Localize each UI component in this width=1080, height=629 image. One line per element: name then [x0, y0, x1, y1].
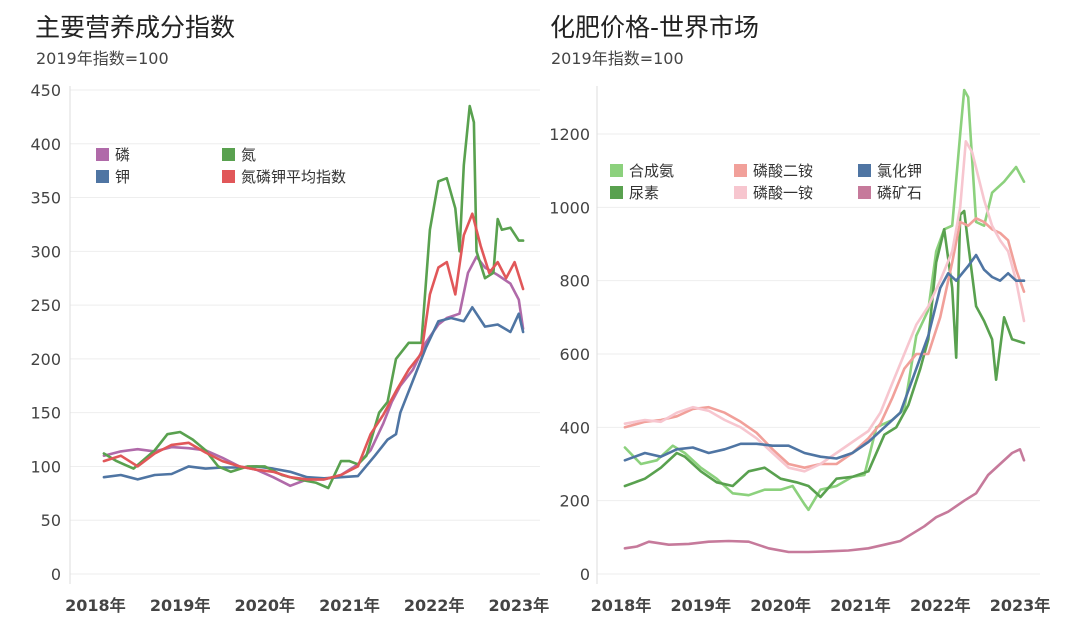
chart2-series-line-0	[623, 88, 1026, 512]
chart1-subtitle: 2019年指数=100	[36, 49, 169, 68]
chart1-nutrient-index: 0 50 100 150 200 250 300 350 400 450 2018年 2019年 202…	[30, 81, 549, 615]
chart1-legend-swatch	[222, 148, 235, 161]
chart1-legend-label: 氮	[241, 146, 256, 164]
chart1-series-line-2	[102, 104, 525, 490]
chart2-y-tick-label: 800	[559, 272, 590, 291]
chart1-x-tick-label: 2018年	[65, 596, 126, 615]
chart1-y-tick-label: 150	[30, 404, 61, 423]
chart2-legend-swatch	[734, 186, 747, 199]
chart2-x-tick-label: 2021年	[830, 596, 891, 615]
chart2-x-tick-label: 2018年	[591, 596, 652, 615]
chart2-legend-label: 尿素	[629, 184, 659, 202]
chart2-y-tick-label: 200	[559, 492, 590, 511]
chart1-x-tick-label: 2021年	[319, 596, 380, 615]
chart1-y-tick-label: 450	[30, 81, 61, 100]
chart2-series-line-2	[623, 217, 1026, 470]
chart2-legend-label: 磷酸一铵	[753, 184, 813, 202]
chart1-y-tick-label: 50	[41, 511, 61, 530]
chart1-y-tick-label: 250	[30, 296, 61, 315]
chart1-legend-swatch	[222, 170, 235, 183]
chart2-legend-label: 磷酸二铵	[753, 162, 813, 180]
chart2-legend-label: 合成氨	[629, 162, 674, 180]
chart2-fertilizer-prices: 0 200 400 600 800 1000 1200 2018年 2019年 2020年 2021…	[549, 86, 1050, 615]
chart1-y-tick-label: 300	[30, 242, 61, 261]
chart2-title: 化肥价格-世界市场	[550, 13, 760, 42]
chart1-title: 主要营养成分指数	[35, 13, 236, 42]
chart1-y-tick-label: 100	[30, 457, 61, 476]
chart2-legend-swatch	[610, 186, 623, 199]
chart2-series-line-4	[623, 253, 1026, 462]
chart2-legend-swatch	[858, 186, 871, 199]
chart1-x-tick-label: 2022年	[404, 596, 465, 615]
chart1-y-tick-label: 350	[30, 189, 61, 208]
chart2-series-line-3	[623, 140, 1026, 473]
chart2-legend-swatch	[734, 164, 747, 177]
chart2-x-tick-label: 2023年	[990, 596, 1051, 615]
chart2-legend-swatch	[610, 164, 623, 177]
chart2-legend-swatch	[858, 164, 871, 177]
chart2-x-tick-label: 2022年	[910, 596, 971, 615]
chart2-x-tick-label: 2019年	[670, 596, 731, 615]
chart1-legend-swatch	[96, 148, 109, 161]
chart1-legend-label: 氮磷钾平均指数	[241, 168, 346, 186]
chart2-series-line-5	[623, 447, 1026, 554]
chart2-y-tick-label: 600	[559, 345, 590, 364]
chart2-x-tick-label: 2020年	[750, 596, 811, 615]
chart1-y-tick-label: 400	[30, 135, 61, 154]
chart2-series-line-1	[623, 209, 1026, 499]
chart1-series-line-0	[102, 255, 525, 488]
chart2-legend-label: 氯化钾	[877, 162, 922, 180]
chart2-y-tick-label: 1000	[549, 198, 590, 217]
chart1-x-tick-label: 2023年	[489, 596, 550, 615]
chart1-legend-label: 钾	[115, 168, 130, 186]
chart1-series-line-1	[102, 305, 525, 481]
chart1-legend-label: 磷	[115, 146, 130, 164]
chart2-y-tick-label: 0	[580, 565, 590, 584]
chart2-legend-label: 磷矿石	[877, 184, 922, 202]
chart1-x-tick-label: 2019年	[150, 596, 211, 615]
chart1-series-line-3	[102, 212, 525, 481]
chart1-legend-swatch	[96, 170, 109, 183]
chart1-y-tick-label: 200	[30, 350, 61, 369]
chart2-y-tick-label: 400	[559, 418, 590, 437]
chart2-subtitle: 2019年指数=100	[551, 49, 684, 68]
chart1-x-tick-label: 2020年	[235, 596, 296, 615]
chart1-y-tick-label: 0	[51, 565, 61, 584]
chart2-y-tick-label: 1200	[549, 125, 590, 144]
